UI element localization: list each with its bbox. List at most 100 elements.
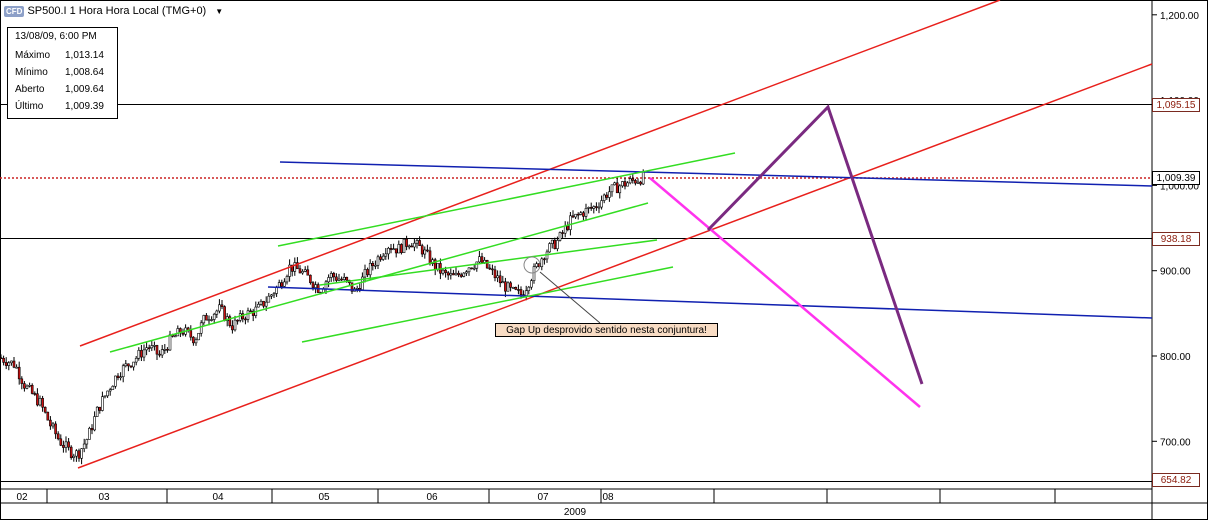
candle-body [163, 348, 167, 351]
candle [254, 301, 258, 319]
candle-body [452, 273, 455, 276]
candle [108, 387, 112, 396]
candle [418, 236, 421, 246]
candle-body [80, 448, 83, 459]
candle [597, 202, 601, 214]
candle-body [415, 240, 419, 244]
candle [23, 381, 26, 392]
candle-body [233, 319, 237, 331]
candle-body [134, 357, 138, 363]
candle [527, 285, 531, 295]
candle-body [605, 194, 609, 198]
candle-body [215, 310, 219, 315]
y-tick-label: 1,200.00 [1160, 11, 1199, 22]
candle [233, 315, 237, 332]
candle [335, 273, 338, 284]
candle-body [28, 384, 31, 387]
candle-body [33, 393, 37, 395]
candle [574, 213, 577, 220]
candle [316, 282, 320, 294]
candle [28, 382, 31, 388]
candle [145, 341, 148, 356]
candle-body [480, 256, 484, 263]
candle-body [62, 444, 65, 448]
x-tick-label: 03 [98, 492, 110, 503]
candle [566, 221, 570, 232]
candle-body [236, 319, 239, 322]
candle [631, 174, 635, 184]
candle [342, 273, 346, 281]
candle [205, 313, 208, 321]
candle [212, 312, 216, 324]
candle-body [311, 282, 315, 288]
candle-body [264, 301, 268, 307]
candle [90, 424, 94, 435]
candle-body [249, 310, 252, 313]
candle-body [446, 272, 450, 276]
candle-body [210, 319, 213, 321]
candle-body [623, 181, 627, 187]
candle-body [407, 245, 411, 248]
candle-body [270, 294, 273, 297]
candle [296, 257, 299, 270]
y-tick-label: 700.00 [1160, 437, 1191, 448]
candle [504, 277, 507, 298]
candle-body [571, 215, 575, 218]
candle [420, 243, 424, 258]
chart-annotation[interactable]: Gap Up desprovido sentido nesta conjuntu… [495, 323, 718, 337]
candle [43, 406, 47, 414]
candle-body [602, 194, 606, 201]
candle-body [504, 281, 507, 292]
candle [176, 325, 180, 337]
chevron-down-icon[interactable]: ▼ [215, 6, 224, 16]
candle [381, 253, 385, 261]
candle-body [595, 206, 598, 208]
candle [56, 431, 60, 441]
ohlc-info-box: 13/08/09, 6:00 PM Máximo 1,013.14 Mínimo 1… [7, 27, 118, 119]
candle [569, 211, 572, 236]
candle [207, 315, 211, 326]
candle-body [634, 180, 637, 184]
info-row-high: Máximo 1,013.14 [15, 50, 104, 61]
candle-body [277, 282, 281, 288]
candle [33, 391, 37, 396]
y-tick-label: 1,000.00 [1160, 181, 1199, 192]
candle-body [517, 289, 520, 291]
candle-body [384, 253, 388, 257]
candle-body [324, 281, 328, 290]
candle-body [218, 304, 221, 312]
candle-body [470, 267, 473, 270]
candle [595, 202, 598, 211]
candle-body [420, 245, 424, 255]
candle-body [153, 345, 156, 347]
candle-body [582, 212, 585, 217]
candle [553, 237, 557, 250]
candle-body [90, 428, 94, 431]
price-label-last: 1,009.39 [1152, 171, 1200, 185]
candle-body [106, 390, 109, 397]
candle-body [589, 207, 593, 209]
candle-body [114, 375, 117, 387]
candle-body [75, 450, 78, 457]
candle [132, 361, 135, 371]
candle-body [613, 182, 616, 186]
candle [0, 354, 3, 360]
candle [394, 248, 398, 258]
candle-body [207, 319, 211, 322]
candle [298, 265, 302, 274]
candle-body [511, 287, 515, 289]
candle [150, 340, 154, 352]
candle [244, 316, 247, 325]
instrument-selector[interactable]: CFD SP500.I 1 Hora Hora Local (TMG+0) ▼ [4, 2, 223, 20]
candle-body [64, 441, 68, 448]
candle [4, 357, 8, 370]
candle [67, 438, 70, 451]
candle [210, 316, 213, 322]
candle-body [93, 416, 96, 431]
candle [363, 264, 367, 283]
candle [251, 308, 255, 322]
candle [192, 336, 195, 346]
candle-body [306, 269, 310, 276]
